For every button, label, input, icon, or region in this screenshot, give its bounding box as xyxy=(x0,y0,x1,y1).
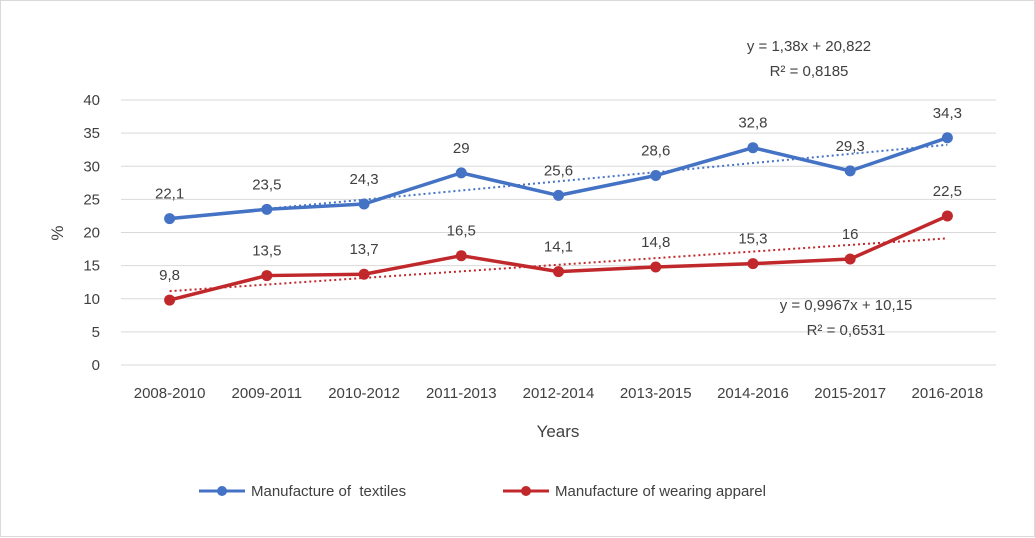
y-tick-label: 15 xyxy=(83,258,100,275)
data-label-textiles: 25,6 xyxy=(544,162,573,179)
data-labels: 22,1 23,5 24,3 29 25,6 28,6 32,8 29,3 34,3 9,8 13,… xyxy=(155,105,962,284)
legend: Manufacture of textiles Manufacture of w… xyxy=(199,483,766,500)
data-point-textiles xyxy=(650,170,662,182)
y-tick-label: 20 xyxy=(83,225,100,242)
legend-item-apparel: Manufacture of wearing apparel xyxy=(503,483,766,500)
x-tick-label: 2010-2012 xyxy=(328,385,400,402)
trendline-equation-textiles: y = 1,38x + 20,822 xyxy=(747,38,871,55)
y-tick-label: 10 xyxy=(83,291,100,308)
data-point-textiles xyxy=(747,142,759,154)
data-label-textiles: 32,8 xyxy=(738,115,767,132)
trendline-equation-apparel: y = 0,9967x + 10,15 xyxy=(780,297,913,314)
data-point-apparel xyxy=(844,253,856,265)
x-tick-label: 2011-2013 xyxy=(426,385,497,402)
x-axis-title: Years xyxy=(537,422,580,441)
y-axis-ticks: 0 5 10 15 20 25 30 35 40 xyxy=(83,92,100,374)
data-label-apparel: 14,1 xyxy=(544,239,573,256)
data-point-apparel xyxy=(650,261,662,273)
y-axis-title: % xyxy=(48,225,67,240)
x-tick-label: 2013-2015 xyxy=(620,385,692,402)
y-tick-label: 35 xyxy=(83,125,100,142)
y-tick-label: 30 xyxy=(83,158,100,175)
data-point-apparel xyxy=(553,266,564,278)
data-label-textiles: 29,3 xyxy=(836,138,865,155)
data-label-textiles: 22,1 xyxy=(155,186,184,203)
data-label-apparel: 13,7 xyxy=(349,241,378,258)
trendlines xyxy=(169,143,948,293)
x-tick-label: 2014-2016 xyxy=(717,385,789,402)
data-label-apparel: 22,5 xyxy=(933,183,962,200)
y-tick-label: 0 xyxy=(92,357,100,374)
data-point-textiles xyxy=(553,189,564,201)
legend-label-textiles: Manufacture of textiles xyxy=(251,483,406,500)
x-tick-label: 2009-2011 xyxy=(232,385,303,402)
y-tick-label: 25 xyxy=(83,191,100,208)
trendline-r2-textiles: R² = 0,8185 xyxy=(770,63,849,80)
series-line-apparel xyxy=(169,214,949,302)
data-point-textiles xyxy=(358,198,370,210)
data-label-apparel: 15,3 xyxy=(738,231,767,248)
data-label-apparel: 13,5 xyxy=(252,243,281,260)
data-point-textiles xyxy=(941,132,953,144)
data-point-textiles xyxy=(261,203,273,215)
series-points xyxy=(164,132,953,306)
data-point-textiles xyxy=(844,165,856,177)
x-tick-label: 2015-2017 xyxy=(814,385,886,402)
data-point-apparel xyxy=(747,258,759,270)
data-label-apparel: 9,8 xyxy=(159,267,180,284)
x-axis-ticks: 2008-2010 2009-2011 2010-2012 2011-2013 2012… xyxy=(134,385,984,402)
data-point-textiles xyxy=(164,213,176,225)
data-label-textiles: 34,3 xyxy=(933,105,962,122)
data-point-apparel xyxy=(358,268,370,280)
data-label-textiles: 24,3 xyxy=(349,171,378,188)
data-label-apparel: 14,8 xyxy=(641,234,670,251)
data-point-apparel xyxy=(164,294,176,306)
legend-item-textiles: Manufacture of textiles xyxy=(199,483,406,500)
trendline-r2-apparel: R² = 0,6531 xyxy=(807,322,886,339)
data-label-apparel: 16 xyxy=(842,226,859,243)
data-label-textiles: 29 xyxy=(453,140,470,157)
y-tick-label: 40 xyxy=(83,92,100,109)
data-label-textiles: 28,6 xyxy=(641,143,670,160)
data-label-apparel: 16,5 xyxy=(447,223,476,240)
x-tick-label: 2012-2014 xyxy=(523,385,595,402)
y-tick-label: 5 xyxy=(92,324,100,341)
legend-label-apparel: Manufacture of wearing apparel xyxy=(555,483,766,500)
data-label-textiles: 23,5 xyxy=(252,176,281,193)
x-tick-label: 2016-2018 xyxy=(912,385,984,402)
data-point-textiles xyxy=(455,167,467,179)
legend-swatch-marker-apparel xyxy=(521,486,531,496)
data-point-apparel xyxy=(261,270,273,282)
trendline-textiles xyxy=(169,143,948,219)
legend-swatch-marker-textiles xyxy=(217,486,227,496)
x-tick-label: 2008-2010 xyxy=(134,385,206,402)
data-point-apparel xyxy=(941,210,953,222)
data-point-apparel xyxy=(455,250,467,262)
